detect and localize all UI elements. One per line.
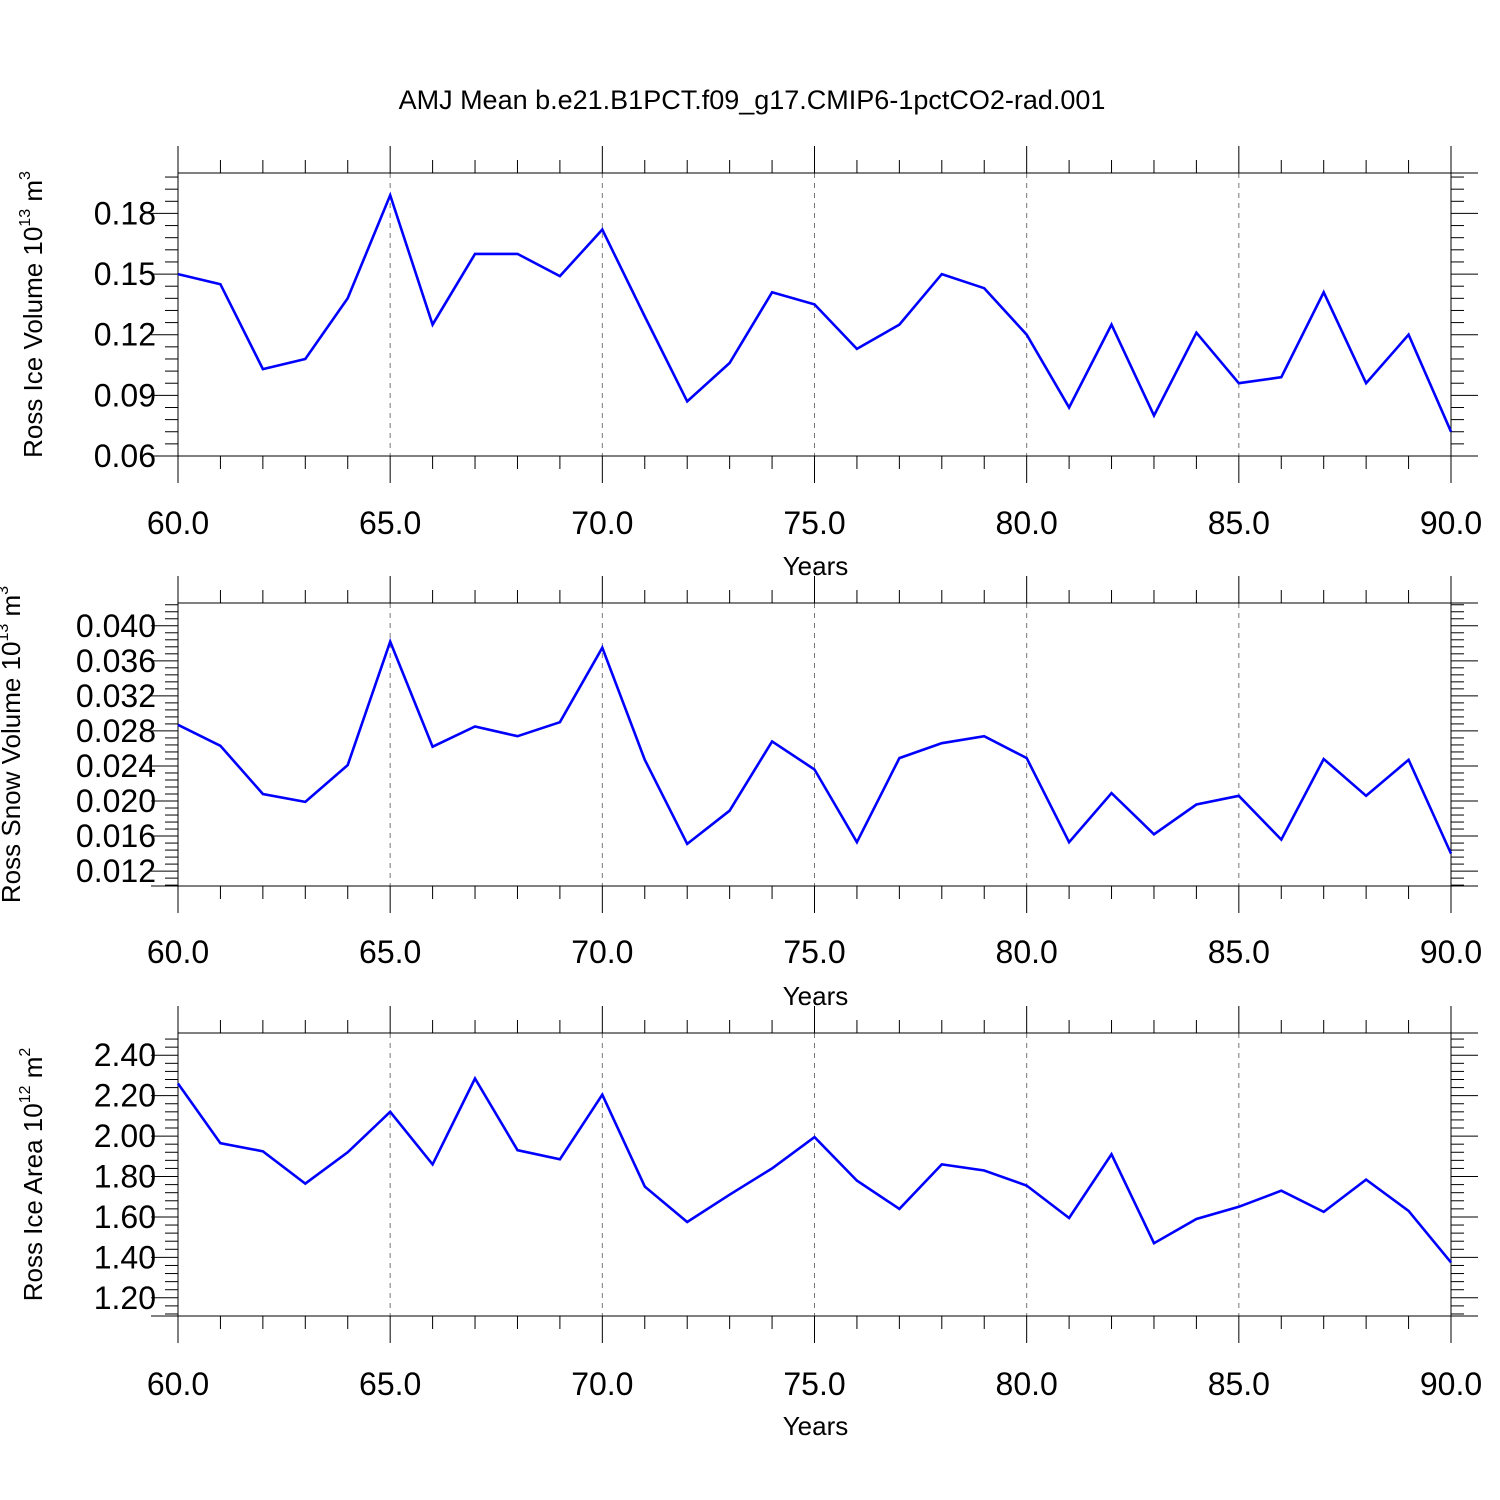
y-axis-label: Ross Ice Area 1012 m2 xyxy=(17,1048,48,1302)
x-tick-label: 80.0 xyxy=(996,505,1058,541)
y-axis-label-exponent: 12 xyxy=(17,1085,34,1103)
y-tick-label: 2.40 xyxy=(94,1037,156,1073)
series-line xyxy=(177,637,1453,855)
x-axis-label: Years xyxy=(783,551,849,581)
panels: 60.0 65.0 70.0 75.0 80.0 85.0 90.0 0.06 0.09 0.12… xyxy=(0,146,1482,1441)
x-tick-label: 70.0 xyxy=(571,934,633,970)
y-tick-label: 1.60 xyxy=(94,1199,156,1235)
y-axis-label: Ross Ice Volume 1013 m3 xyxy=(17,171,48,458)
y-tick-label: 0.012 xyxy=(76,853,156,889)
x-tick-label: 85.0 xyxy=(1208,505,1270,541)
y-axis-label-unit-exponent: 2 xyxy=(17,1048,34,1057)
y-tick-label: 0.016 xyxy=(76,818,156,854)
y-tick-label: 0.12 xyxy=(94,317,156,353)
y-tick-label: 2.00 xyxy=(94,1118,156,1154)
y-tick-label: 0.028 xyxy=(76,713,156,749)
x-tick-label: 60.0 xyxy=(147,505,209,541)
x-tick-label: 85.0 xyxy=(1208,934,1270,970)
series-line xyxy=(177,191,1453,433)
x-tick-label: 70.0 xyxy=(571,1366,633,1402)
x-tick-label: 90.0 xyxy=(1420,505,1482,541)
x-tick-label: 80.0 xyxy=(996,934,1058,970)
y-tick-label: 0.036 xyxy=(76,643,156,679)
y-axis-label-text: Ross Ice Volume 10 xyxy=(18,227,48,458)
x-tick-label: 85.0 xyxy=(1208,1366,1270,1402)
x-tick-label: 75.0 xyxy=(783,505,845,541)
x-tick-label: 75.0 xyxy=(783,1366,845,1402)
y-tick-label: 1.80 xyxy=(94,1159,156,1195)
x-tick-label: 60.0 xyxy=(147,1366,209,1402)
y-tick-label: 1.40 xyxy=(94,1239,156,1275)
y-tick-label: 0.020 xyxy=(76,783,156,819)
y-axis-label-unit: m xyxy=(18,1057,48,1086)
panel-1: 60.0 65.0 70.0 75.0 80.0 85.0 90.0 0.06 0.09 0.12… xyxy=(17,146,1482,581)
x-tick-label: 65.0 xyxy=(359,1366,421,1402)
series-line xyxy=(176,1075,1453,1264)
y-tick-label: 0.06 xyxy=(94,438,156,474)
y-axis-label-unit: m xyxy=(18,180,48,209)
panel-2: 60.0 65.0 70.0 75.0 80.0 85.0 90.00.0120.0160.… xyxy=(0,576,1482,1011)
y-tick-label: 1.20 xyxy=(94,1280,156,1316)
y-axis-label-unit-exponent: 3 xyxy=(0,586,12,595)
y-tick-label: 0.040 xyxy=(76,608,156,644)
y-axis-label-unit: m xyxy=(0,595,26,624)
x-axis-label: Years xyxy=(783,981,849,1011)
y-axis-label-text: Ross Snow Volume 10 xyxy=(0,642,26,904)
y-axis-label: Ross Snow Volume 1013 m3 xyxy=(0,586,26,903)
x-tick-label: 70.0 xyxy=(571,505,633,541)
y-tick-label: 0.15 xyxy=(94,256,156,292)
y-axis-label-unit-exponent: 3 xyxy=(17,171,34,180)
x-tick-label: 90.0 xyxy=(1420,1366,1482,1402)
y-tick-label: 0.032 xyxy=(76,678,156,714)
x-tick-label: 80.0 xyxy=(996,1366,1058,1402)
x-tick-label: 65.0 xyxy=(359,505,421,541)
y-tick-label: 0.18 xyxy=(94,195,156,231)
x-tick-label: 60.0 xyxy=(147,934,209,970)
y-tick-label: 2.20 xyxy=(94,1078,156,1114)
chart-title: AMJ Mean b.e21.B1PCT.f09_g17.CMIP6-1pctC… xyxy=(399,85,1106,115)
y-tick-label: 0.024 xyxy=(76,748,156,784)
panel-3: 60.0 65.0 70.0 75.0 80.0 85.0 90.0 1.20 1.40 1.60… xyxy=(17,1006,1482,1441)
x-tick-label: 90.0 xyxy=(1420,934,1482,970)
y-axis-label-text: Ross Ice Area 10 xyxy=(18,1103,48,1301)
y-axis-label-exponent: 13 xyxy=(0,624,12,642)
y-axis-label-exponent: 13 xyxy=(17,209,34,227)
x-tick-label: 75.0 xyxy=(783,934,845,970)
y-tick-label: 0.09 xyxy=(94,377,156,413)
x-axis-label: Years xyxy=(783,1411,849,1441)
x-tick-label: 65.0 xyxy=(359,934,421,970)
